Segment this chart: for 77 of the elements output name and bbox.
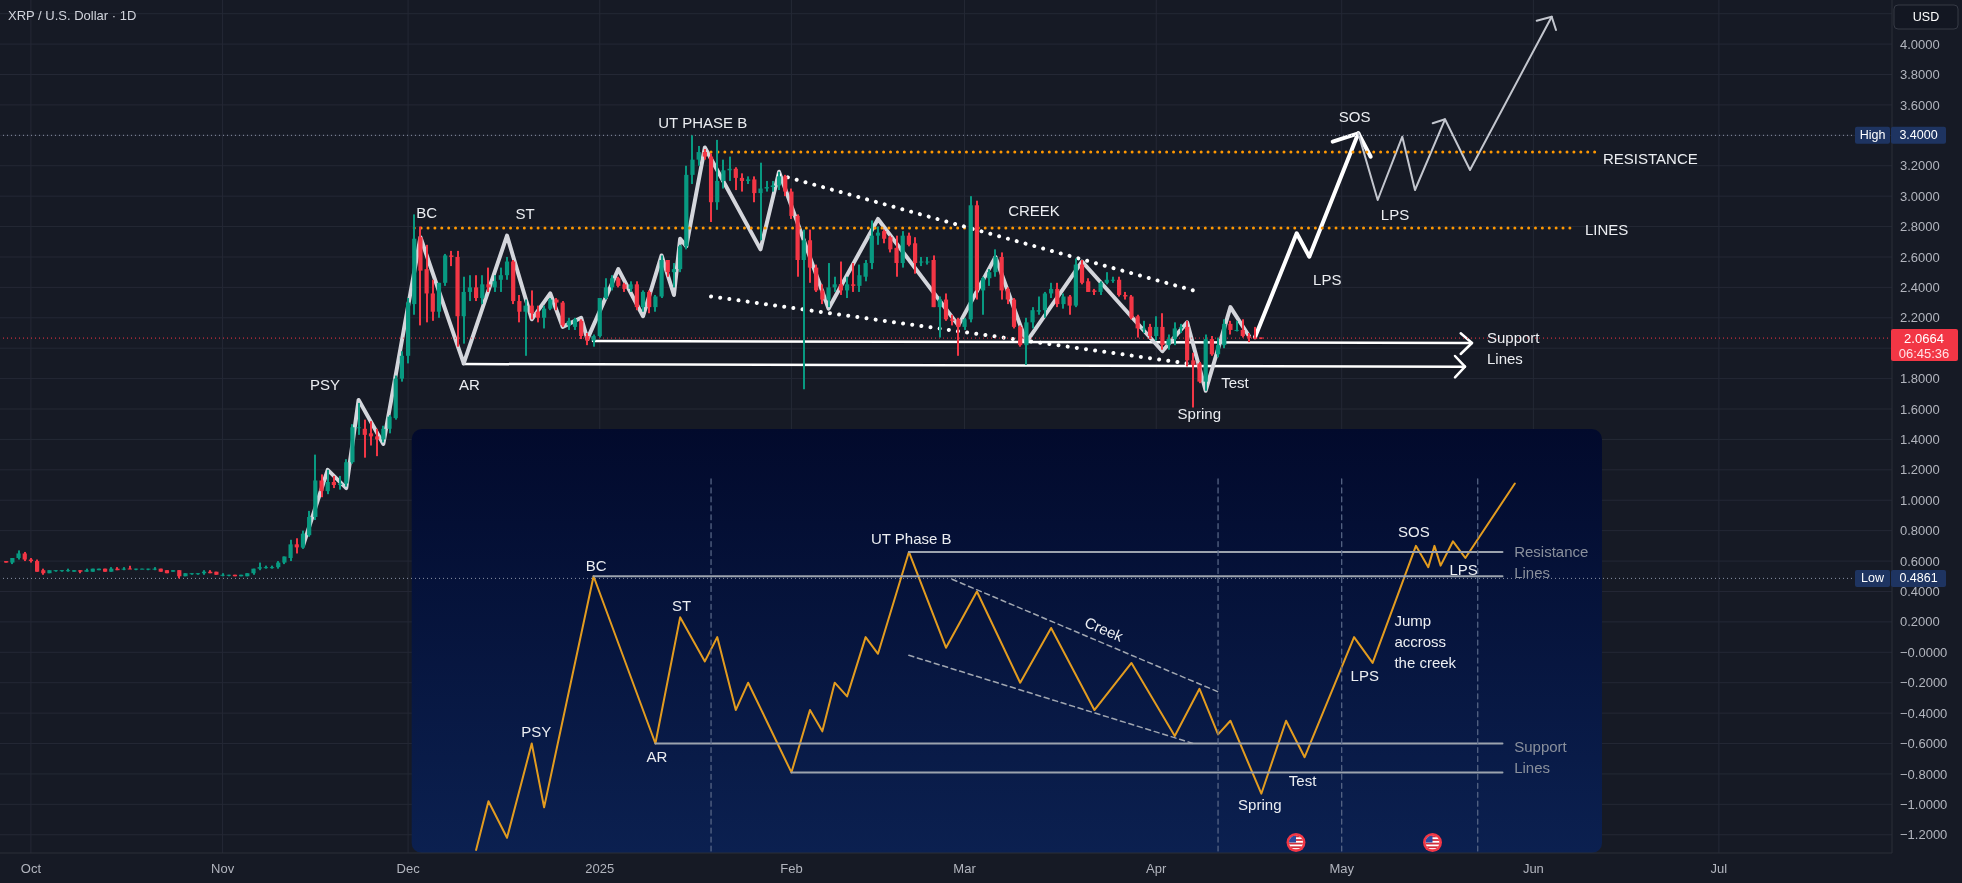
annotation: Test: [1288, 771, 1318, 788]
y-tick-label: −0.8000: [1900, 766, 1948, 782]
candlestick: [925, 256, 930, 265]
y-tick-label: −1.0000: [1900, 796, 1948, 812]
candlestick: [1036, 296, 1041, 315]
x-tick-label: Nov: [211, 861, 235, 877]
y-tick-label: 0.4000: [1900, 584, 1940, 600]
x-tick-label: Mar: [953, 861, 977, 877]
y-tick-label: 2.8000: [1900, 219, 1940, 235]
annotation: PSY: [309, 375, 341, 393]
text: Low 0.4861: [1861, 571, 1938, 586]
y-tick-label: 4.0000: [1900, 36, 1940, 52]
ref-line-label: 2.0664 06:45:36: [1898, 330, 1950, 361]
annotation: BC: [416, 203, 438, 221]
candlestick: [1141, 320, 1146, 333]
y-tick-label: 2.4000: [1900, 279, 1940, 295]
line-series: [475, 482, 1516, 851]
y-tick-label: 3.2000: [1900, 158, 1940, 174]
annotation: AR: [458, 375, 480, 393]
x-tick-label: Jul: [1710, 861, 1728, 877]
annotation: BC: [585, 556, 607, 574]
y-tick-label: 0.2000: [1900, 614, 1940, 630]
x-tick-label: May: [1329, 861, 1355, 877]
y-tick-label: 2.6000: [1900, 249, 1940, 265]
annotation: ST: [515, 204, 535, 222]
annotation: AR: [646, 747, 668, 765]
annotation: Support Lines: [1514, 737, 1568, 776]
y-tick-label: 1.6000: [1900, 401, 1940, 417]
y-tick-label: 3.0000: [1900, 188, 1940, 204]
annotation: UT Phase B: [870, 529, 952, 547]
candlestick: [758, 162, 763, 241]
x-tick-label: Dec: [396, 861, 421, 877]
candlestick: [356, 402, 361, 435]
y-tick-label: 3.6000: [1900, 97, 1940, 113]
y-tick-label: −0.2000: [1900, 675, 1948, 691]
x-tick-label: Oct: [20, 861, 42, 877]
x-tick-label: Feb: [780, 861, 803, 877]
y-tick-label: 0.8000: [1900, 523, 1940, 539]
annotation: SOS: [1338, 107, 1371, 124]
annotation: Creek: [1082, 612, 1127, 645]
annotation: LINES: [1585, 220, 1629, 238]
ref-line-label: High 3.4000: [1859, 128, 1938, 143]
annotation: LPS: [1380, 205, 1410, 223]
x-tick-label: Apr: [1146, 861, 1168, 877]
y-tick-label: 0.6000: [1900, 553, 1940, 569]
y-tick-label: 1.8000: [1900, 371, 1940, 387]
annotation: Spring: [1177, 404, 1221, 422]
annotation: CREEK: [1008, 201, 1060, 219]
annotation: SOS: [1398, 522, 1430, 540]
text: XRP / U.S. Dollar · 1D: [8, 7, 137, 23]
y-tick-label: −1.2000: [1900, 827, 1948, 843]
annotation: Support Lines: [1487, 328, 1541, 367]
y-tick-label: 3.8000: [1900, 67, 1940, 83]
annotation: UT PHASE B: [658, 113, 748, 131]
y-tick-label: 1.0000: [1900, 492, 1940, 508]
candlestick: [368, 421, 374, 446]
annotation: Resistance Lines: [1514, 542, 1589, 581]
annotation: LPS: [1350, 666, 1379, 684]
y-tick-label: 1.4000: [1900, 432, 1940, 448]
y-tick-label: −0.4000: [1900, 705, 1948, 721]
y-tick-label: 1.2000: [1900, 462, 1940, 478]
annotation: ST: [672, 596, 692, 614]
candlestick: [851, 263, 856, 292]
y-axis-title: USD: [1912, 10, 1940, 24]
annotation: LPS: [1313, 270, 1342, 288]
y-tick-label: −0.6000: [1900, 736, 1948, 752]
x-tick-label: 2025: [585, 861, 615, 877]
annotation: Jump accross the creek: [1394, 611, 1457, 671]
annotation: Spring: [1238, 795, 1282, 813]
y-tick-label: 2.2000: [1900, 310, 1940, 326]
candlestick: [1191, 352, 1196, 408]
annotation: Test: [1221, 373, 1250, 391]
annotation: LPS: [1449, 560, 1478, 578]
x-tick-label: Jun: [1522, 861, 1544, 877]
y-tick-label: −0.0000: [1900, 644, 1948, 660]
annotation: PSY: [521, 722, 552, 740]
annotation: RESISTANCE: [1603, 149, 1698, 167]
